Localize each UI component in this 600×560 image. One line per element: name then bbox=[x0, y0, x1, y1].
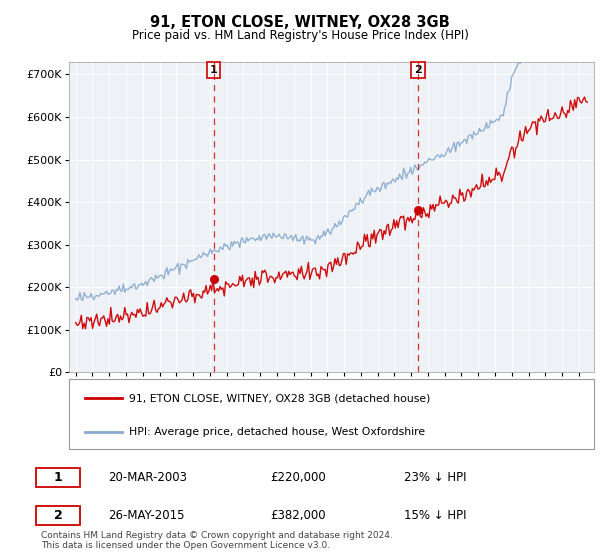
Text: 15% ↓ HPI: 15% ↓ HPI bbox=[404, 509, 466, 522]
Text: 26-MAY-2015: 26-MAY-2015 bbox=[108, 509, 185, 522]
FancyBboxPatch shape bbox=[35, 506, 80, 525]
Text: £220,000: £220,000 bbox=[270, 471, 326, 484]
Text: HPI: Average price, detached house, West Oxfordshire: HPI: Average price, detached house, West… bbox=[130, 427, 425, 437]
Text: 2: 2 bbox=[53, 509, 62, 522]
Text: 23% ↓ HPI: 23% ↓ HPI bbox=[404, 471, 466, 484]
Text: Contains HM Land Registry data © Crown copyright and database right 2024.
This d: Contains HM Land Registry data © Crown c… bbox=[41, 531, 393, 550]
Text: 1: 1 bbox=[53, 471, 62, 484]
Text: 20-MAR-2003: 20-MAR-2003 bbox=[108, 471, 187, 484]
FancyBboxPatch shape bbox=[35, 468, 80, 487]
FancyBboxPatch shape bbox=[69, 380, 594, 449]
Text: 1: 1 bbox=[210, 65, 217, 75]
Text: 91, ETON CLOSE, WITNEY, OX28 3GB: 91, ETON CLOSE, WITNEY, OX28 3GB bbox=[150, 15, 450, 30]
Text: 2: 2 bbox=[414, 65, 422, 75]
Text: £382,000: £382,000 bbox=[270, 509, 326, 522]
Text: Price paid vs. HM Land Registry's House Price Index (HPI): Price paid vs. HM Land Registry's House … bbox=[131, 29, 469, 43]
Text: 91, ETON CLOSE, WITNEY, OX28 3GB (detached house): 91, ETON CLOSE, WITNEY, OX28 3GB (detach… bbox=[130, 393, 431, 403]
